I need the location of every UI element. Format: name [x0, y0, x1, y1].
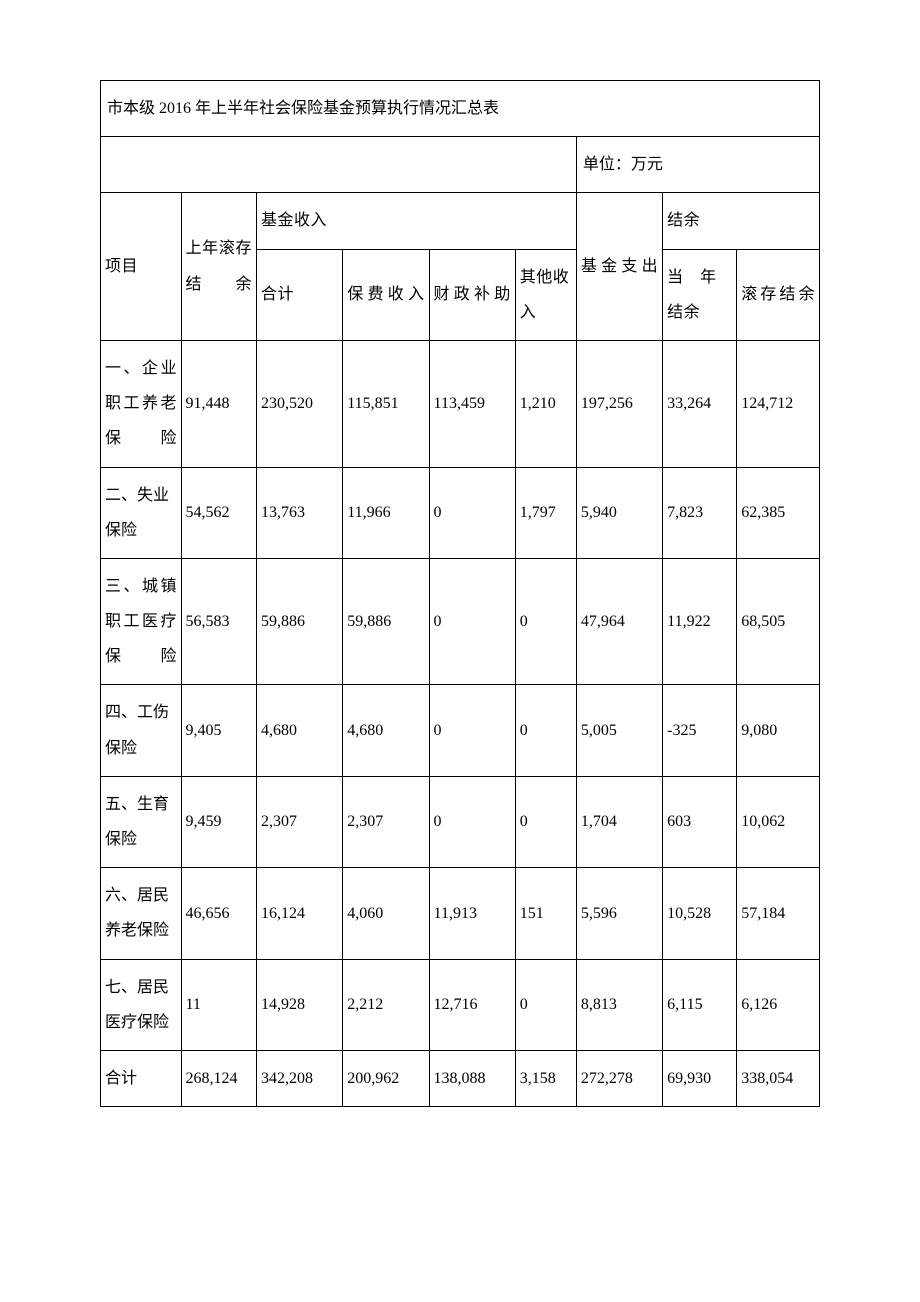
row-bal-cur: 7,823 — [663, 467, 737, 558]
row-exp: 5,596 — [576, 868, 662, 959]
row-exp: 272,278 — [576, 1050, 662, 1106]
row-exp: 197,256 — [576, 340, 662, 467]
row-exp: 5,005 — [576, 685, 662, 776]
col-header-income-other: 其他收入 — [515, 249, 576, 340]
unit-label: 单位：万元 — [576, 137, 819, 193]
row-inc-other: 151 — [515, 868, 576, 959]
row-inc-fiscal: 12,716 — [429, 959, 515, 1050]
row-exp: 8,813 — [576, 959, 662, 1050]
row-prev: 91,448 — [181, 340, 256, 467]
row-inc-other: 1,210 — [515, 340, 576, 467]
table-title: 市本级 2016 年上半年社会保险基金预算执行情况汇总表 — [101, 81, 820, 137]
col-header-income-fiscal: 财政补助 — [429, 249, 515, 340]
row-bal-roll: 10,062 — [737, 776, 820, 867]
row-inc-premium: 4,680 — [343, 685, 429, 776]
row-bal-roll: 6,126 — [737, 959, 820, 1050]
col-header-expenditure: 基金支出 — [576, 193, 662, 341]
row-prev: 268,124 — [181, 1050, 256, 1106]
row-bal-roll: 57,184 — [737, 868, 820, 959]
row-name: 三、城镇职工医疗保险 — [101, 558, 182, 685]
row-prev: 9,405 — [181, 685, 256, 776]
row-exp: 47,964 — [576, 558, 662, 685]
row-inc-premium: 4,060 — [343, 868, 429, 959]
table-row-total: 合计 268,124 342,208 200,962 138,088 3,158… — [101, 1050, 820, 1106]
row-name: 合计 — [101, 1050, 182, 1106]
row-bal-cur: 69,930 — [663, 1050, 737, 1106]
row-inc-total: 230,520 — [257, 340, 343, 467]
col-header-prev-balance: 上年滚存结余 — [181, 193, 256, 341]
row-prev: 9,459 — [181, 776, 256, 867]
table-row: 二、失业保险 54,562 13,763 11,966 0 1,797 5,94… — [101, 467, 820, 558]
col-header-income-group: 基金收入 — [257, 193, 577, 249]
row-inc-fiscal: 113,459 — [429, 340, 515, 467]
table-row: 一、企业职工养老保险 91,448 230,520 115,851 113,45… — [101, 340, 820, 467]
row-inc-fiscal: 0 — [429, 558, 515, 685]
row-inc-other: 1,797 — [515, 467, 576, 558]
row-inc-total: 59,886 — [257, 558, 343, 685]
row-name: 五、生育保险 — [101, 776, 182, 867]
row-inc-premium: 2,307 — [343, 776, 429, 867]
col-header-balance-roll: 滚存结余 — [737, 249, 820, 340]
row-name: 七、居民医疗保险 — [101, 959, 182, 1050]
col-header-income-premium: 保费收入 — [343, 249, 429, 340]
col-header-income-total: 合计 — [257, 249, 343, 340]
row-bal-cur: 33,264 — [663, 340, 737, 467]
row-inc-total: 13,763 — [257, 467, 343, 558]
row-prev: 46,656 — [181, 868, 256, 959]
table-row: 五、生育保险 9,459 2,307 2,307 0 0 1,704 603 1… — [101, 776, 820, 867]
title-row: 市本级 2016 年上半年社会保险基金预算执行情况汇总表 — [101, 81, 820, 137]
row-inc-total: 4,680 — [257, 685, 343, 776]
row-name: 四、工伤保险 — [101, 685, 182, 776]
table-row: 六、居民养老保险 46,656 16,124 4,060 11,913 151 … — [101, 868, 820, 959]
row-bal-roll: 338,054 — [737, 1050, 820, 1106]
row-inc-premium: 11,966 — [343, 467, 429, 558]
row-inc-fiscal: 138,088 — [429, 1050, 515, 1106]
row-inc-premium: 2,212 — [343, 959, 429, 1050]
row-inc-premium: 200,962 — [343, 1050, 429, 1106]
row-inc-other: 0 — [515, 959, 576, 1050]
col-header-balance-group: 结余 — [663, 193, 820, 249]
table-row: 三、城镇职工医疗保险 56,583 59,886 59,886 0 0 47,9… — [101, 558, 820, 685]
row-prev: 56,583 — [181, 558, 256, 685]
row-inc-total: 14,928 — [257, 959, 343, 1050]
row-bal-cur: 10,528 — [663, 868, 737, 959]
row-inc-other: 0 — [515, 776, 576, 867]
budget-table: 市本级 2016 年上半年社会保险基金预算执行情况汇总表 单位：万元 项目 上年… — [100, 80, 820, 1107]
row-inc-total: 342,208 — [257, 1050, 343, 1106]
row-bal-cur: 6,115 — [663, 959, 737, 1050]
row-bal-roll: 62,385 — [737, 467, 820, 558]
row-exp: 1,704 — [576, 776, 662, 867]
table-row: 四、工伤保险 9,405 4,680 4,680 0 0 5,005 -325 … — [101, 685, 820, 776]
unit-row: 单位：万元 — [101, 137, 820, 193]
row-inc-fiscal: 11,913 — [429, 868, 515, 959]
header-row-1: 项目 上年滚存结余 基金收入 基金支出 结余 — [101, 193, 820, 249]
row-prev: 54,562 — [181, 467, 256, 558]
row-inc-total: 2,307 — [257, 776, 343, 867]
row-inc-fiscal: 0 — [429, 685, 515, 776]
row-name: 一、企业职工养老保险 — [101, 340, 182, 467]
table-row: 七、居民医疗保险 11 14,928 2,212 12,716 0 8,813 … — [101, 959, 820, 1050]
row-inc-fiscal: 0 — [429, 467, 515, 558]
row-inc-other: 0 — [515, 558, 576, 685]
row-name: 二、失业保险 — [101, 467, 182, 558]
row-inc-premium: 59,886 — [343, 558, 429, 685]
empty-cell — [101, 137, 577, 193]
row-bal-cur: 11,922 — [663, 558, 737, 685]
col-header-balance-current: 当 年结余 — [663, 249, 737, 340]
row-bal-roll: 68,505 — [737, 558, 820, 685]
row-prev: 11 — [181, 959, 256, 1050]
row-bal-roll: 124,712 — [737, 340, 820, 467]
row-bal-roll: 9,080 — [737, 685, 820, 776]
row-inc-fiscal: 0 — [429, 776, 515, 867]
col-header-item: 项目 — [101, 193, 182, 341]
row-inc-premium: 115,851 — [343, 340, 429, 467]
row-exp: 5,940 — [576, 467, 662, 558]
row-bal-cur: -325 — [663, 685, 737, 776]
row-name: 六、居民养老保险 — [101, 868, 182, 959]
row-inc-total: 16,124 — [257, 868, 343, 959]
row-inc-other: 3,158 — [515, 1050, 576, 1106]
row-bal-cur: 603 — [663, 776, 737, 867]
row-inc-other: 0 — [515, 685, 576, 776]
